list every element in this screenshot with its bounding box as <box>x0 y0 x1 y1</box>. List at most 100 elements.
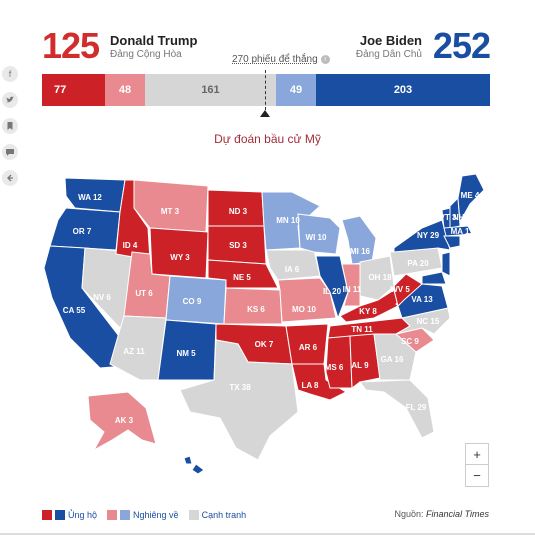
zoom-in-button[interactable]: + <box>465 443 489 465</box>
state-hi[interactable] <box>183 455 205 475</box>
legend-lean-label: Nghiêng về <box>133 510 179 520</box>
label-mi: MI 16 <box>350 247 371 256</box>
label-wa: WA 12 <box>78 193 102 202</box>
threshold-marker-icon <box>260 110 270 117</box>
legend-swatch-solid-r <box>42 510 52 520</box>
label-mo: MO 10 <box>292 305 317 314</box>
legend-toss-label: Cạnh tranh <box>201 510 247 520</box>
trump-name: Donald Trump <box>110 33 198 48</box>
label-vt: VT 3 <box>440 213 457 222</box>
legend: Ủng hộ Nghiêng về Cạnh tranh <box>42 508 246 522</box>
threshold-label: 270 phiếu để thắng i <box>232 54 330 65</box>
label-pa: PA 20 <box>407 259 429 268</box>
label-ca: CA 55 <box>63 306 86 315</box>
label-sd: SD 3 <box>229 241 247 250</box>
label-ok: OK 7 <box>255 340 274 349</box>
biden-party: Đảng Dân Chủ <box>355 49 422 60</box>
label-oh: OH 18 <box>368 273 392 282</box>
label-ak: AK 3 <box>115 416 134 425</box>
bottom-divider <box>0 533 535 535</box>
label-nm: NM 5 <box>176 349 196 358</box>
label-nv: NV 6 <box>93 293 111 302</box>
state-labels: WA 12 OR 7 CA 55 NV 6 ID 4 MT 3 WY 3 UT … <box>63 191 480 425</box>
state-ny[interactable] <box>393 219 451 253</box>
bookmark-icon[interactable] <box>2 118 18 134</box>
state-wi[interactable] <box>297 213 341 255</box>
state-nm[interactable] <box>157 319 217 381</box>
label-wi: WI 10 <box>306 233 327 242</box>
label-in: IN 11 <box>343 285 362 294</box>
label-il: IL 20 <box>323 287 342 296</box>
trump-party: Đảng Cộng Hòa <box>110 49 182 60</box>
bar-lean-republican[interactable]: 48 <box>105 74 145 106</box>
state-md[interactable] <box>421 271 447 285</box>
state-nj[interactable] <box>441 251 451 277</box>
bar-solid-republican[interactable]: 77 <box>42 74 105 106</box>
info-icon[interactable]: i <box>320 54 330 64</box>
label-al: AL 9 <box>351 361 369 370</box>
bar-solid-democrat[interactable]: 203 <box>316 74 490 106</box>
facebook-icon[interactable]: f <box>2 66 18 82</box>
state-mi[interactable] <box>341 215 377 265</box>
label-ga: GA 16 <box>381 355 404 364</box>
label-la: LA 8 <box>301 381 319 390</box>
label-az: AZ 11 <box>123 347 145 356</box>
legend-swatch-lean-r <box>107 510 118 520</box>
label-mt: MT 3 <box>161 207 180 216</box>
label-ky: KY 8 <box>359 307 377 316</box>
state-al[interactable] <box>349 333 381 389</box>
state-in[interactable] <box>341 263 361 307</box>
biden-electoral-count: 252 <box>432 25 491 66</box>
label-sc: SC 9 <box>401 337 419 346</box>
state-la[interactable] <box>291 363 348 401</box>
results-header: 125 Donald Trump Đảng Cộng Hòa 270 phiếu… <box>42 24 491 68</box>
legend-solid-label: Ủng hộ <box>68 510 98 520</box>
map-title: Dự đoán bầu cử Mỹ <box>214 132 321 146</box>
label-co: CO 9 <box>183 297 202 306</box>
legend-swatch-lean-d <box>120 510 131 520</box>
threshold-text: 270 phiếu để thắng <box>232 54 318 65</box>
source-credit: Nguồn: Financial Times <box>395 509 490 519</box>
label-mn: MN 10 <box>276 216 300 225</box>
legend-swatch-solid-d <box>55 510 65 520</box>
bar-tossup[interactable]: 161 <box>145 74 276 106</box>
source-prefix: Nguồn: <box>394 509 424 519</box>
label-ar: AR 6 <box>299 343 318 352</box>
label-tn: TN 11 <box>351 325 373 334</box>
state-nh[interactable] <box>449 196 461 229</box>
state-ms[interactable] <box>325 335 353 389</box>
source-name: Financial Times <box>426 509 489 519</box>
state-ak[interactable] <box>87 391 157 452</box>
comment-icon[interactable] <box>2 144 18 160</box>
us-electoral-map: WA 12 OR 7 CA 55 NV 6 ID 4 MT 3 WY 3 UT … <box>43 173 485 475</box>
state-ct[interactable] <box>443 235 461 249</box>
state-nc[interactable] <box>395 307 451 335</box>
bar-lean-democrat[interactable]: 49 <box>276 74 316 106</box>
state-ma[interactable] <box>443 225 473 237</box>
state-ga[interactable] <box>373 333 417 381</box>
back-arrow-icon[interactable] <box>2 170 18 186</box>
zoom-controls: + − <box>465 443 489 487</box>
label-id: ID 4 <box>123 241 138 250</box>
state-mo[interactable] <box>277 277 337 323</box>
zoom-out-button[interactable]: − <box>465 465 489 487</box>
state-wy[interactable] <box>149 227 209 279</box>
label-va: VA 13 <box>411 295 433 304</box>
share-rail: f <box>2 66 20 196</box>
label-me: ME 4 <box>461 191 480 200</box>
state-fl[interactable] <box>359 379 435 439</box>
state-il[interactable] <box>315 255 349 320</box>
state-ks[interactable] <box>223 287 283 325</box>
state-oh[interactable] <box>359 255 395 301</box>
label-ms: MS 6 <box>325 363 344 372</box>
state-tx[interactable] <box>179 339 299 461</box>
label-ut: UT 6 <box>135 289 153 298</box>
twitter-icon[interactable] <box>2 92 18 108</box>
label-nd: ND 3 <box>229 207 248 216</box>
state-me[interactable] <box>457 173 485 224</box>
label-fl: FL 29 <box>406 403 427 412</box>
label-tx: TX 38 <box>229 383 251 392</box>
label-nc: NC 15 <box>417 317 440 326</box>
label-ma: MA 11 <box>451 227 474 236</box>
label-ny: NY 29 <box>417 231 440 240</box>
